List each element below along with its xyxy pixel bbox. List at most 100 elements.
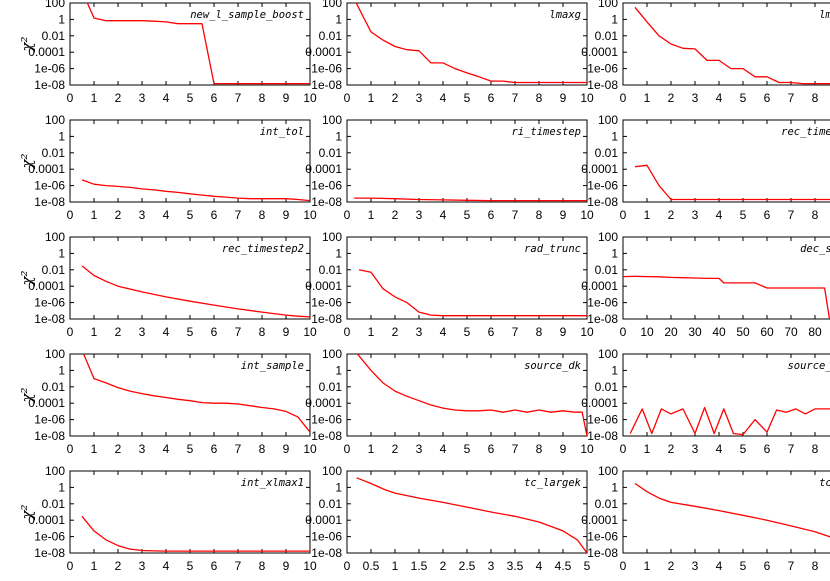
y-tick-label: 1e-08 [34, 195, 65, 209]
y-tick-label: 100 [322, 113, 342, 127]
x-tick-label: 6 [211, 559, 218, 573]
x-tick-label: 1.5 [411, 559, 428, 573]
x-tick-label: 0 [344, 208, 351, 222]
y-tick-label: 1 [58, 246, 65, 260]
x-tick-label: 10 [303, 442, 317, 456]
x-tick-label: 3 [139, 91, 146, 105]
x-tick-label: 5 [187, 442, 194, 456]
y-tick-label: 1 [335, 363, 342, 377]
y-tick-label: 1 [58, 480, 65, 494]
y-tick-label: 1 [335, 246, 342, 260]
y-tick-label: 1e-08 [587, 195, 618, 209]
x-tick-label: 7 [235, 91, 242, 105]
series-line [358, 269, 587, 317]
x-tick-label: 0 [344, 559, 351, 573]
chart-panel: 100 1 0.01 0.0001 1e-06 1e-080 1 2 3 4 5 6 7 8 9 10 sour… [305, 347, 594, 456]
y-tick-label: 100 [598, 0, 618, 10]
x-tick-label: 1 [368, 208, 375, 222]
x-tick-label: 7 [235, 325, 242, 339]
panel-title: lmaxg [549, 9, 581, 21]
y-tick-label: 1e-06 [34, 530, 65, 544]
x-tick-label: 1 [91, 208, 98, 222]
y-tick-label: 100 [322, 0, 342, 10]
y-tick-label: 0.01 [42, 263, 66, 277]
y-axis-label: χ² [18, 153, 36, 169]
x-tick-label: 3 [416, 442, 423, 456]
y-tick-label: 100 [598, 113, 618, 127]
x-tick-label: 1 [368, 442, 375, 456]
y-tick-label: 100 [45, 464, 65, 478]
x-tick-label: 5 [187, 208, 194, 222]
x-tick-label: 2.5 [459, 559, 476, 573]
panel-title: tc_largek [524, 477, 582, 489]
x-tick-label: 0 [344, 442, 351, 456]
y-axis-label: χ² [18, 270, 36, 286]
y-tick-label: 1e-08 [311, 429, 342, 443]
x-tick-label: 0 [67, 325, 74, 339]
x-tick-label: 8 [259, 442, 266, 456]
y-axis-label: χ² [18, 36, 36, 52]
y-tick-label: 100 [45, 230, 65, 244]
x-tick-label: 8 [812, 442, 819, 456]
y-axis-label: χ² [18, 387, 36, 403]
x-tick-label: 4 [716, 442, 723, 456]
series-line [356, 354, 587, 436]
chart-panel: 100 1 0.01 0.0001 1e-06 1e-080 1 2 3 4 5 6 7 8 9 10 ri_t… [305, 113, 594, 222]
chart-panel: 10010.010.00011e-061e-08012345678910tc_e… [581, 464, 830, 573]
y-tick-label: 0.0001 [28, 513, 65, 527]
x-tick-label: 4 [440, 442, 447, 456]
x-tick-label: 8 [536, 442, 543, 456]
y-tick-label: 0.0001 [305, 513, 342, 527]
y-tick-label: 0.01 [319, 29, 343, 43]
chart-panel: 100 1 0.01 0.0001 1e-06 1e-080 1 2 3 4 5 6 7 8 9 10 rad_… [305, 230, 594, 339]
y-tick-label: 1 [611, 363, 618, 377]
series-line [82, 354, 310, 433]
y-tick-label: 1e-08 [587, 312, 618, 326]
y-tick-label: 0.01 [42, 146, 66, 160]
series-line [81, 265, 310, 318]
x-tick-label: 0 [620, 325, 627, 339]
x-tick-label: 3.5 [507, 559, 524, 573]
y-tick-label: 0.01 [319, 146, 343, 160]
x-tick-label: 4 [163, 442, 170, 456]
y-tick-label: 1e-06 [311, 296, 342, 310]
y-tick-label: 0.01 [595, 263, 619, 277]
x-tick-label: 3 [139, 559, 146, 573]
x-tick-label: 3 [416, 91, 423, 105]
x-tick-label: 6 [211, 442, 218, 456]
panel-title: source_kmin [787, 360, 830, 372]
x-tick-label: 10 [580, 325, 594, 339]
series-line [356, 477, 587, 553]
x-tick-label: 7 [235, 442, 242, 456]
x-tick-label: 9 [283, 442, 290, 456]
y-tick-label: 100 [322, 464, 342, 478]
x-tick-label: 4.5 [555, 559, 572, 573]
panel-title: dec_start [800, 243, 830, 255]
series-line [81, 179, 310, 202]
series-line [81, 515, 310, 552]
x-tick-label: 8 [812, 208, 819, 222]
x-tick-label: 6 [764, 208, 771, 222]
series-line [629, 406, 830, 436]
x-tick-label: 3 [416, 208, 423, 222]
x-tick-label: 0 [620, 208, 627, 222]
series-line [355, 3, 587, 84]
panel-title: source_dk [524, 360, 582, 372]
y-tick-label: 1 [58, 363, 65, 377]
x-tick-label: 6 [488, 91, 495, 105]
y-tick-label: 1e-06 [587, 179, 618, 193]
x-tick-label: 4 [716, 208, 723, 222]
x-tick-label: 3 [139, 442, 146, 456]
y-tick-label: 0.01 [595, 146, 619, 160]
panel-title: int_sample [241, 360, 304, 372]
y-tick-label: 1e-06 [587, 530, 618, 544]
chart-panel: 100 1 0.01 0.0001 1e-06 1e-080 1 2 3 4 5 6 7 8 9 10 χ² re… [18, 230, 317, 339]
x-tick-label: 9 [560, 91, 567, 105]
x-tick-label: 1 [91, 442, 98, 456]
y-tick-label: 100 [45, 0, 65, 10]
x-tick-label: 3 [692, 208, 699, 222]
chart-panel: 100 1 0.01 0.0001 1e-06 1e-080 1 2 3 4 5 6 7 8 9 10 χ² in… [18, 347, 317, 456]
y-tick-label: 1e-08 [34, 78, 65, 92]
x-tick-label: 5 [464, 208, 471, 222]
y-tick-label: 100 [45, 347, 65, 361]
